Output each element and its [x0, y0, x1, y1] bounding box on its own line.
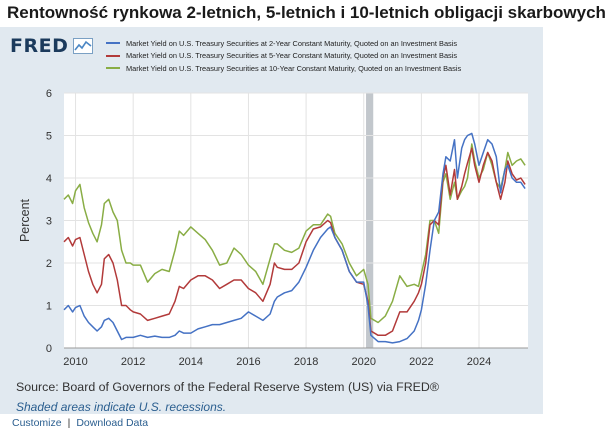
y-tick-label: 6: [46, 88, 52, 100]
y-tick-label: 2: [46, 258, 52, 270]
legend-item: Market Yield on U.S. Treasury Securities…: [106, 37, 461, 50]
legend-item: Market Yield on U.S. Treasury Securities…: [106, 62, 461, 75]
x-tick-label: 2016: [236, 356, 260, 368]
x-tick-label: 2018: [294, 356, 318, 368]
series-line-5-year: [63, 147, 526, 337]
customize-link[interactable]: Customize: [12, 417, 62, 429]
legend-swatch: [106, 54, 120, 57]
series-line-2-year: [63, 132, 526, 344]
chart-panel: 0 1 2 3 4 5 6 2010 2012 2014 2016 2018 2020 2022 2024 P…: [0, 27, 543, 414]
x-tick-label: 2024: [467, 356, 491, 368]
series-line-10-year: [63, 143, 526, 324]
x-tick-label: 2022: [409, 356, 433, 368]
page-title: Rentowność rynkowa 2-letnich, 5-letnich …: [7, 3, 605, 22]
chart-svg: 0 1 2 3 4 5 6 2010 2012 2014 2016 2018 2020 2022 2024 P…: [18, 88, 528, 368]
legend-swatch: [106, 42, 120, 45]
fred-logo-chart-icon: [72, 38, 93, 54]
legend-item: Market Yield on U.S. Treasury Securities…: [106, 50, 461, 63]
x-tick-label: 2020: [351, 356, 375, 368]
y-tick-label: 4: [46, 173, 52, 185]
x-tick-label: 2014: [179, 356, 203, 368]
footer-links: Customize | Download Data: [12, 417, 148, 429]
recession-note: Shaded areas indicate U.S. recessions.: [16, 400, 227, 414]
legend-label: Market Yield on U.S. Treasury Securities…: [126, 38, 458, 48]
footer-separator: |: [67, 417, 71, 429]
fred-logo[interactable]: FRED: [10, 35, 93, 57]
legend-label: Market Yield on U.S. Treasury Securities…: [126, 63, 462, 73]
legend-label: Market Yield on U.S. Treasury Securities…: [126, 51, 458, 61]
source-text: Source: Board of Governors of the Federa…: [16, 380, 439, 394]
x-tick-label: 2012: [121, 356, 145, 368]
chart-legend: Market Yield on U.S. Treasury Securities…: [106, 37, 461, 75]
y-tick-label: 1: [46, 301, 52, 313]
x-tick-label: 2010: [63, 356, 87, 368]
y-tick-label: 3: [46, 216, 52, 228]
fred-logo-text: FRED: [10, 35, 69, 57]
download-data-link[interactable]: Download Data: [76, 417, 149, 429]
y-axis-label: Percent: [18, 198, 32, 242]
legend-swatch: [106, 67, 120, 70]
y-tick-label: 0: [46, 343, 52, 355]
y-tick-label: 5: [46, 131, 52, 143]
